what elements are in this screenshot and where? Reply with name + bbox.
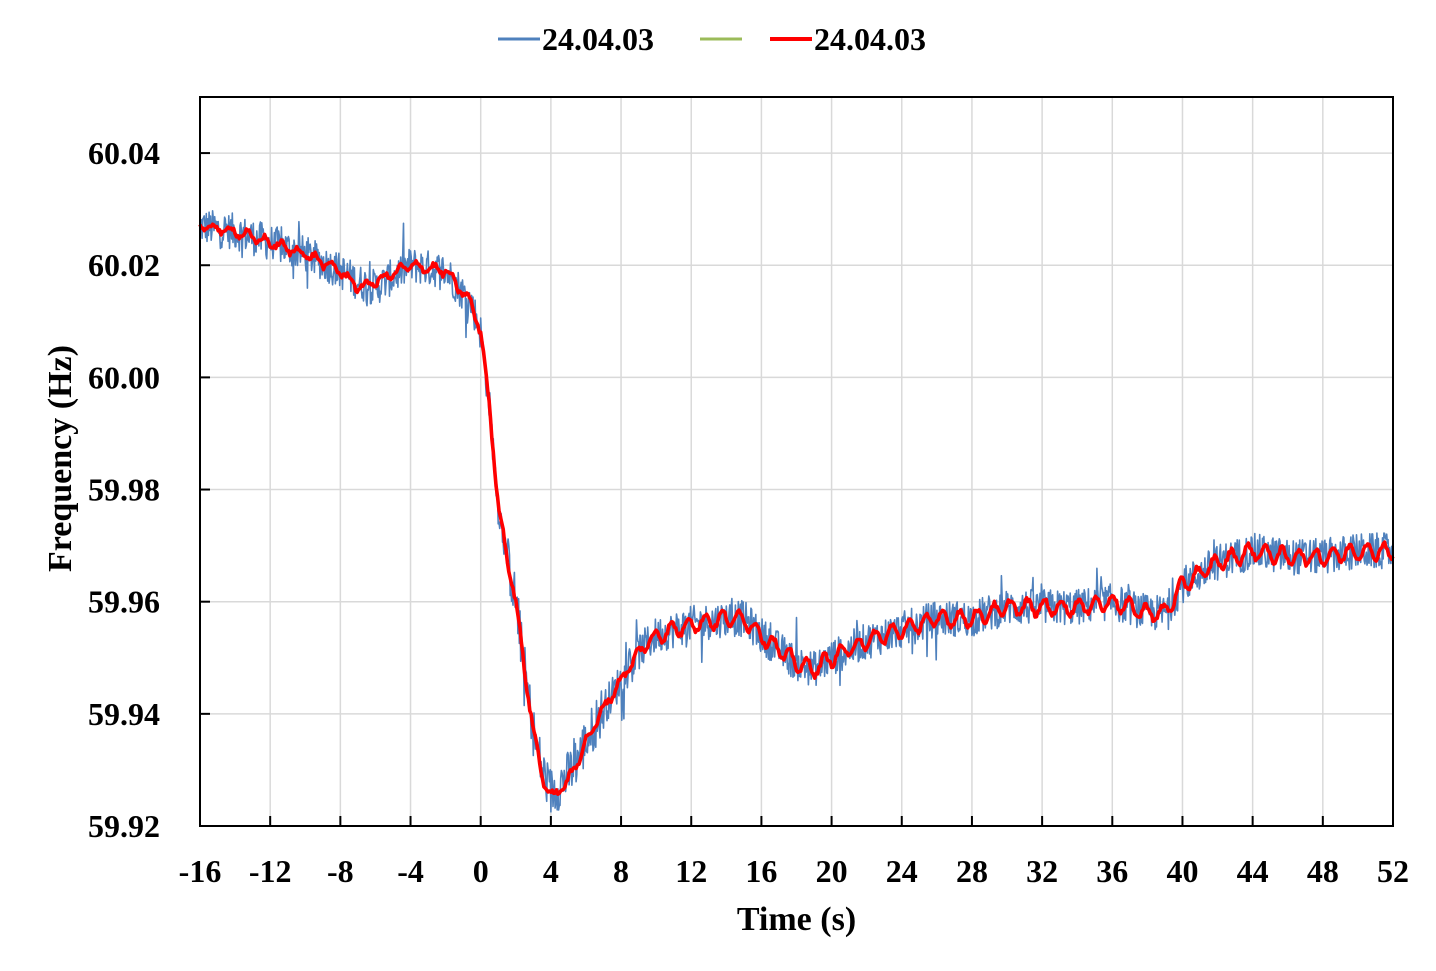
x-tick-label: 12 (675, 853, 707, 889)
x-tick-label: 16 (745, 853, 777, 889)
x-tick-label: 36 (1096, 853, 1128, 889)
series-line-filtered (198, 222, 1395, 797)
y-tick-label: 60.00 (88, 359, 160, 395)
y-axis-title: Frequency (Hz) (42, 345, 79, 572)
legend-label: 24.04.03 (542, 21, 654, 57)
x-tick-label: 52 (1377, 853, 1409, 889)
y-tick-label: 60.04 (88, 135, 160, 171)
x-tick-label: -4 (397, 853, 424, 889)
x-tick-label: -8 (327, 853, 354, 889)
x-axis-title: Time (s) (737, 901, 856, 938)
x-tick-label: 40 (1166, 853, 1198, 889)
x-tick-label: 28 (956, 853, 988, 889)
x-tick-label: 20 (816, 853, 848, 889)
grid (199, 97, 1394, 827)
x-tick-label: 0 (473, 853, 489, 889)
x-tick-label: -16 (179, 853, 222, 889)
x-tick-label: 8 (613, 853, 629, 889)
series-line-raw (199, 210, 1394, 813)
y-tick-label: 59.96 (88, 584, 160, 620)
x-tick-label: 48 (1307, 853, 1339, 889)
x-tick-label: 4 (543, 853, 559, 889)
y-tick-label: 60.02 (88, 247, 160, 283)
legend-label: 24.04.03 (814, 21, 926, 57)
x-tick-label: 24 (886, 853, 918, 889)
y-tick-label: 59.98 (88, 472, 160, 508)
y-axis-ticks: 59.92 59.94 59.96 59.98 60.00 60.02 60.04 (88, 135, 210, 844)
y-tick-label: 59.92 (88, 808, 160, 844)
x-tick-label: -12 (249, 853, 292, 889)
legend: 24.04.03 24.04.03 (498, 21, 926, 57)
plot-frame (199, 96, 1394, 827)
x-axis-ticks: -16 -12 -8 -4 0 4 8 12 16 20 24 28 32 36 40 44 48 52 (179, 816, 1409, 889)
y-tick-label: 59.94 (88, 696, 160, 732)
x-tick-label: 32 (1026, 853, 1058, 889)
series-layer (198, 210, 1395, 813)
x-tick-label: 44 (1237, 853, 1269, 889)
